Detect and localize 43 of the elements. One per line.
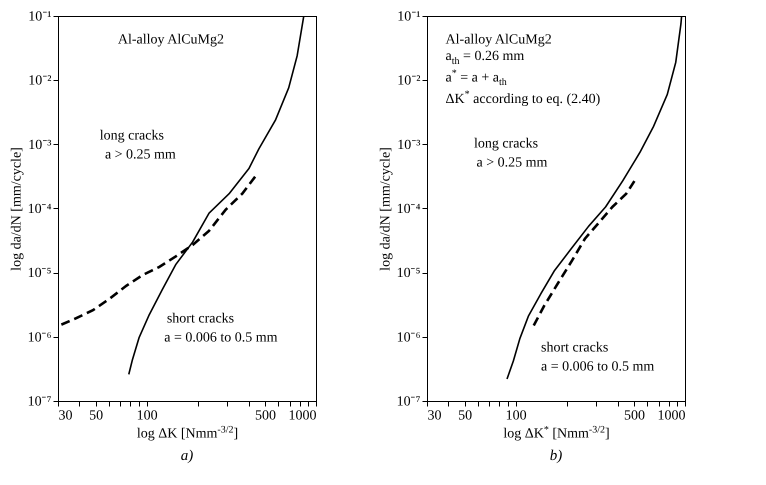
y-axis-title: log da/dN [mm/cycle] bbox=[378, 147, 394, 271]
x-tick-label: 1000 bbox=[658, 408, 686, 424]
y-tick-label: 10⁻⁷ bbox=[396, 394, 421, 410]
x-axis-title: log ΔK$^{*}$ [Nmm$^{-3/2}$] bbox=[503, 424, 610, 442]
x-tick-label: 100 bbox=[136, 408, 158, 424]
annotation: Al-alloy AlCuMg2 bbox=[118, 31, 224, 48]
x-tick-label: 30 bbox=[428, 408, 442, 424]
y-tick-label: 10⁻⁷ bbox=[28, 394, 52, 410]
annotation: a > 0.25 mm bbox=[476, 154, 548, 172]
text: b) bbox=[550, 448, 562, 464]
y-tick-label: 10⁻¹ bbox=[397, 10, 420, 24]
y-axis-title: log da/dN [mm/cycle] bbox=[10, 147, 25, 271]
annotation: a$^{*}$ = a + a$_{th}$ bbox=[446, 66, 507, 90]
x-tick-label: 30 bbox=[58, 408, 72, 424]
x-tick-label: 500 bbox=[624, 408, 645, 424]
x-tick-label: 100 bbox=[506, 408, 527, 424]
annotation: a = 0.006 to 0.5 mm bbox=[164, 329, 278, 346]
y-tick-label: 10⁻⁴ bbox=[28, 202, 52, 217]
x-tick-label: 50 bbox=[89, 408, 104, 424]
y-tick-label: 10⁻⁵ bbox=[28, 266, 52, 282]
y-tick-label: 10⁻⁶ bbox=[28, 330, 52, 346]
x-tick-label: 500 bbox=[255, 408, 276, 424]
annotation: short cracks bbox=[541, 339, 608, 356]
x-axis-title: log ΔK [Nmm$^{-3/2}$] bbox=[136, 424, 238, 442]
y-tick-label: 10⁻⁴ bbox=[396, 202, 421, 217]
annotation: long cracks bbox=[474, 135, 538, 152]
y-tick-label: 10⁻³ bbox=[28, 138, 52, 153]
annotation: a = 0.006 to 0.5 mm bbox=[541, 358, 654, 376]
y-tick-label: 10⁻³ bbox=[397, 138, 420, 153]
annotation: ΔK$^{*}$ according to eq. (2.40) bbox=[446, 88, 600, 108]
y-tick-label: 10⁻² bbox=[397, 74, 420, 89]
text: a) bbox=[180, 448, 194, 464]
x-tick-label: 50 bbox=[458, 408, 472, 424]
annotation: Al-alloy AlCuMg2 bbox=[446, 31, 552, 48]
y-tick-label: 10⁻⁶ bbox=[396, 330, 421, 346]
annotation: long cracks bbox=[100, 127, 164, 144]
annotation: a > 0.25 mm bbox=[104, 146, 176, 164]
x-tick-label: 1000 bbox=[288, 408, 316, 424]
y-tick-label: 10⁻¹ bbox=[28, 10, 52, 24]
annotation: a$_{th}$ = 0.26 mm bbox=[446, 48, 524, 69]
y-tick-label: 10⁻² bbox=[28, 74, 52, 89]
y-tick-label: 10⁻⁵ bbox=[396, 266, 421, 282]
annotation: short cracks bbox=[166, 310, 234, 328]
